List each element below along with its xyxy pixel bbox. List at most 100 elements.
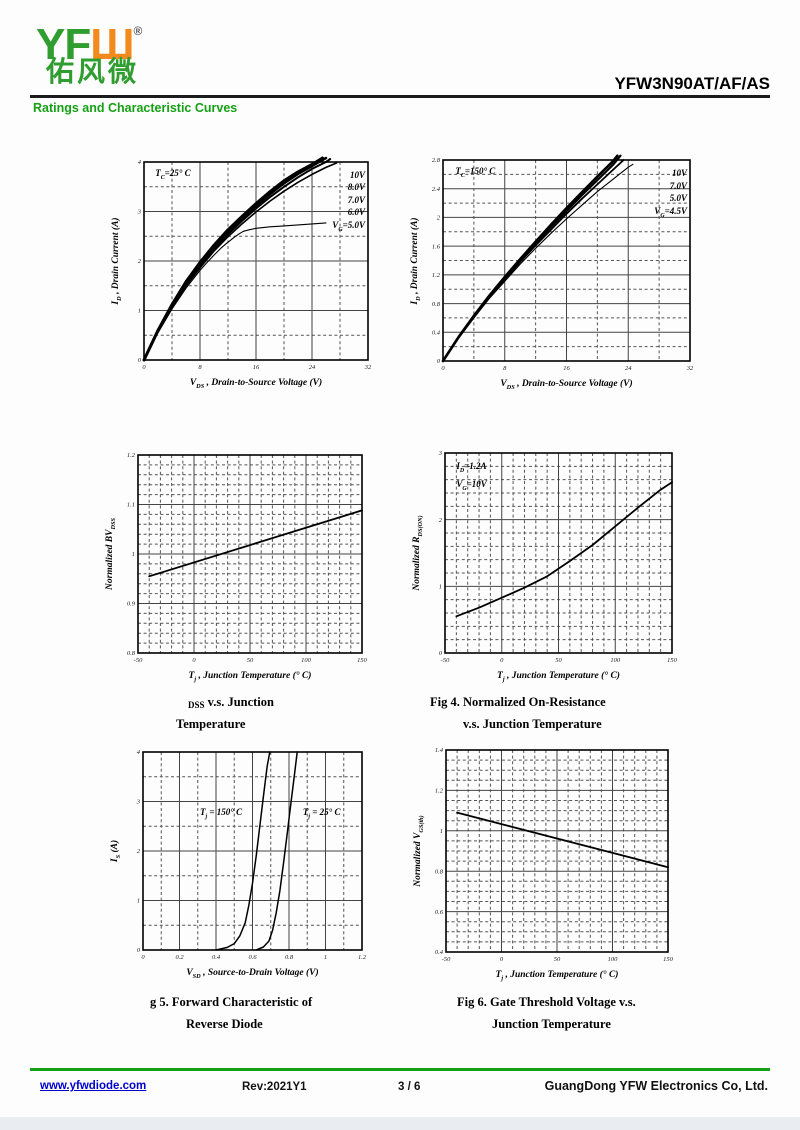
svg-text:3: 3 xyxy=(136,799,141,806)
fig1-y-axis-label: ID , Drain Current (A) xyxy=(111,217,123,305)
part-number: YFW3N90AT/AF/AS xyxy=(614,74,770,93)
fig2-output-characteristics-150c-chart: 0 8 16 24 32 0 0.4 0.8 1.2 1.6 2 2.4 2.8 TC=150° C 10V… xyxy=(407,150,702,395)
svg-text:0: 0 xyxy=(500,956,504,963)
svg-text:0: 0 xyxy=(439,650,443,657)
svg-text:1: 1 xyxy=(137,898,140,905)
fig1-annotation-1: TC=25° C xyxy=(155,167,191,181)
svg-text:0: 0 xyxy=(138,357,142,364)
svg-text:50: 50 xyxy=(554,956,561,963)
company-name: GuangDong YFW Electronics Co, Ltd. xyxy=(544,1079,768,1093)
svg-text:1: 1 xyxy=(440,828,443,835)
fig2-annotation-1: TC=150° C xyxy=(455,166,496,179)
svg-text:1.2: 1.2 xyxy=(127,452,136,459)
fig2-legend-item-4: VG=4.5V xyxy=(654,205,687,219)
logo-yf-text: YF xyxy=(36,20,91,69)
svg-text:100: 100 xyxy=(608,956,619,963)
fig4-series-Normalized RDS(ON) xyxy=(455,481,673,618)
fig2-legend-item-1: 10V xyxy=(671,168,687,179)
svg-text:24: 24 xyxy=(309,364,316,371)
svg-text:0.8: 0.8 xyxy=(285,954,294,961)
fig1-legend-item-3: 7.0V xyxy=(347,194,365,205)
fig5-y-axis-label: IS (A) xyxy=(110,839,122,863)
fig4-y-axis-label: Normalized RDS(ON) xyxy=(412,515,424,591)
fig6-gate-threshold-chart: -50 0 50 100 150 0.4 0.6 0.8 1 1.2 1.4 Tj , Junctio… xyxy=(410,740,680,986)
fig5-caption-line1: g 5. Forward Characteristic of xyxy=(150,995,313,1009)
fig5-reverse-diode-chart: 0 0.2 0.4 0.6 0.8 1 1.2 0 1 2 3 4 Tj = 150° C Tj = 25… xyxy=(107,742,374,984)
fig1-series-VG=6.0V xyxy=(143,162,338,361)
bottom-strip xyxy=(0,1117,800,1130)
footer-divider xyxy=(30,1068,770,1071)
fig2-series-VG=4.5V xyxy=(442,163,634,362)
fig1-x-axis-label: VDS , Drain-to-Source Voltage (V) xyxy=(189,378,323,390)
svg-text:-50: -50 xyxy=(442,956,451,963)
fig6-caption-line1: Fig 6. Gate Threshold Voltage v.s. xyxy=(457,995,636,1009)
fig2-legend-item-3: 5.0V xyxy=(669,193,687,204)
fig1-legend-item-5: VG=5.0V xyxy=(332,219,365,233)
fig2-plot: 0 8 16 24 32 0 0.4 0.8 1.2 1.6 2 2.4 2.8 xyxy=(432,154,694,372)
fig3-y-axis-label: Normalized BVDSS xyxy=(105,518,117,590)
header-divider xyxy=(30,95,770,98)
svg-text:1.4: 1.4 xyxy=(435,747,444,754)
fig2-y-axis-label: ID , Drain Current (A) xyxy=(410,216,422,305)
fig5-caption-line2: Reverse Diode xyxy=(186,1017,263,1031)
fig3-caption-subscript: DSS xyxy=(188,700,205,710)
fig5-series-Tj=25C xyxy=(255,751,298,951)
svg-text:1.2: 1.2 xyxy=(432,272,441,279)
svg-text:0.9: 0.9 xyxy=(127,601,136,608)
fig3-plot: -50 0 50 100 150 0.8 0.9 1 1.1 1.2 xyxy=(127,452,368,664)
svg-text:0.4: 0.4 xyxy=(435,949,444,956)
fig6-x-axis-label: Tj , Junction Temperature (° C) xyxy=(495,970,619,982)
fig3-caption-line1: DSS v.s. Junction xyxy=(188,695,274,710)
svg-text:2: 2 xyxy=(437,215,441,222)
fig5-x-axis-label: VSD , Source-to-Drain Voltage (V) xyxy=(186,968,319,980)
svg-text:0.4: 0.4 xyxy=(432,329,441,336)
svg-text:100: 100 xyxy=(301,657,312,664)
svg-text:2: 2 xyxy=(439,517,443,524)
fig6-plot: -50 0 50 100 150 0.4 0.6 0.8 1 1.2 1.4 xyxy=(435,747,674,963)
svg-text:-50: -50 xyxy=(134,657,143,664)
svg-text:0: 0 xyxy=(441,365,445,372)
fig6-caption-line2: Junction Temperature xyxy=(492,1017,611,1031)
fig4-caption-line1: Fig 4. Normalized On-Resistance xyxy=(430,695,606,709)
logo-w-glyph: Ш xyxy=(90,20,134,69)
page-title: Ratings and Characteristic Curves xyxy=(33,101,238,115)
fig4-annotation-1: ID=1.2A xyxy=(456,461,487,474)
svg-text:0: 0 xyxy=(500,657,504,664)
svg-text:50: 50 xyxy=(555,657,562,664)
fig2-legend-item-2: 7.0V xyxy=(669,180,687,191)
fig6-y-axis-label: Normalized VGS(th) xyxy=(413,815,425,887)
svg-text:150: 150 xyxy=(667,657,678,664)
svg-text:0.6: 0.6 xyxy=(435,909,444,916)
svg-text:0.2: 0.2 xyxy=(175,954,184,961)
fig5-series-Tj=150C xyxy=(215,751,271,951)
website-link[interactable]: www.yfwdiode.com xyxy=(40,1080,147,1092)
fig5-plot: 0 0.2 0.4 0.6 0.8 1 1.2 0 1 2 3 4 xyxy=(136,749,367,961)
svg-text:50: 50 xyxy=(247,657,254,664)
svg-text:1: 1 xyxy=(132,551,135,558)
svg-text:150: 150 xyxy=(663,956,674,963)
svg-text:2: 2 xyxy=(137,848,141,855)
svg-text:1: 1 xyxy=(439,584,442,591)
svg-text:1: 1 xyxy=(138,308,141,315)
svg-text:0.8: 0.8 xyxy=(435,868,444,875)
svg-text:1: 1 xyxy=(324,954,327,961)
svg-text:-50: -50 xyxy=(441,657,450,664)
svg-text:0: 0 xyxy=(137,947,141,954)
fig1-series-VG=5.0V xyxy=(143,222,327,361)
svg-text:3: 3 xyxy=(137,209,142,216)
fig4-normalized-rdson-chart: -50 0 50 100 150 0 1 2 3 ID=1.2A VG=10V Tj , Juncti… xyxy=(409,443,684,687)
svg-text:3: 3 xyxy=(438,450,443,457)
svg-text:0: 0 xyxy=(192,657,196,664)
svg-text:0.4: 0.4 xyxy=(212,954,221,961)
svg-text:0: 0 xyxy=(142,364,146,371)
company-name-chinese: 佑风微 xyxy=(46,55,140,88)
svg-text:2.4: 2.4 xyxy=(432,186,441,193)
svg-text:150: 150 xyxy=(357,657,368,664)
svg-text:0.6: 0.6 xyxy=(248,954,257,961)
svg-text:2.8: 2.8 xyxy=(432,157,441,164)
registered-mark-icon: ® xyxy=(133,24,142,38)
fig1-legend-item-4: 6.0V xyxy=(347,207,365,218)
fig2-x-axis-label: VDS , Drain-to-Source Voltage (V) xyxy=(500,379,633,391)
svg-text:16: 16 xyxy=(253,364,260,371)
page-number: 3 / 6 xyxy=(398,1081,421,1093)
